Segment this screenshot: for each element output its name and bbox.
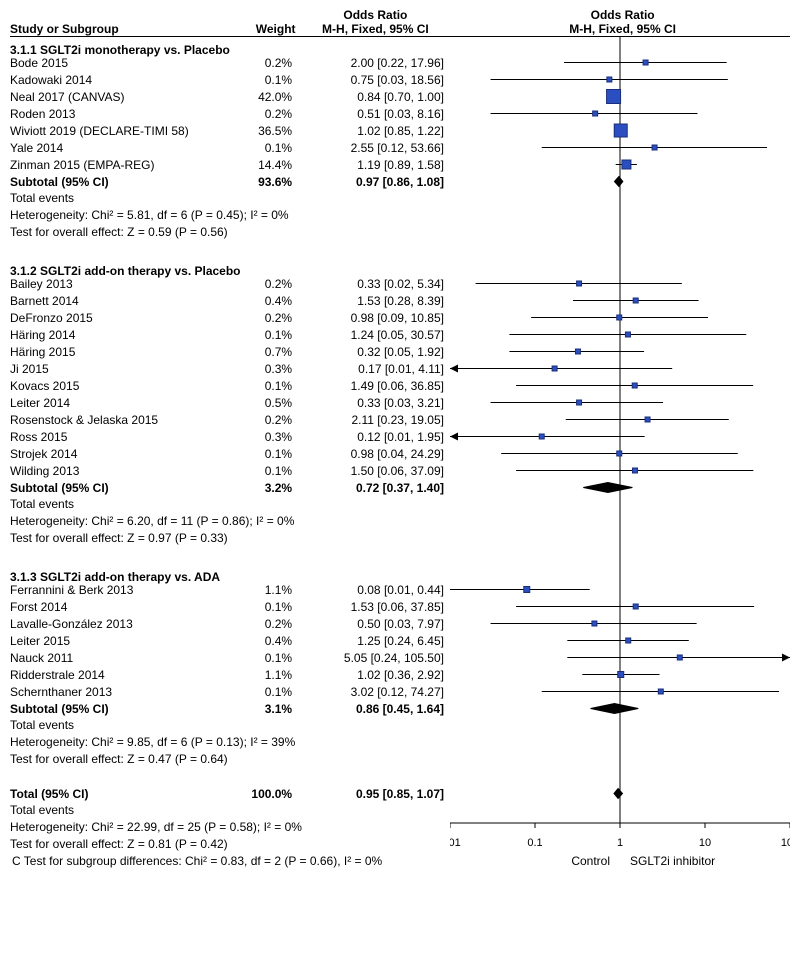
total-row: Total (95% CI) 100.0% 0.95 [0.85, 1.07]: [10, 785, 790, 802]
study-row: Wiviott 2019 (DECLARE-TIMI 58) 36.5% 1.0…: [10, 122, 790, 139]
footer-text-row: Total events: [10, 496, 790, 513]
subtotal-row: Subtotal (95% CI) 3.2% 0.72 [0.37, 1.40]: [10, 479, 790, 496]
study-row: Zinman 2015 (EMPA-REG) 14.4% 1.19 [0.89,…: [10, 156, 790, 173]
total-footer-row: Heterogeneity: Chi² = 22.99, df = 25 (P …: [10, 819, 790, 836]
study-row: Barnett 2014 0.4% 1.53 [0.28, 8.39]: [10, 292, 790, 309]
study-row: Häring 2015 0.7% 0.32 [0.05, 1.92]: [10, 343, 790, 360]
panel-letter: C: [12, 854, 21, 868]
study-row: Schernthaner 2013 0.1% 3.02 [0.12, 74.27…: [10, 683, 790, 700]
study-row: Wilding 2013 0.1% 1.50 [0.06, 37.09]: [10, 462, 790, 479]
footer-text-row: Test for overall effect: Z = 0.47 (P = 0…: [10, 751, 790, 768]
header-or-plot-bot: M-H, Fixed, 95% CI: [455, 22, 790, 36]
study-row: Rosenstock & Jelaska 2015 0.2% 2.11 [0.2…: [10, 411, 790, 428]
spacer-row: [10, 768, 790, 785]
svg-text:0.01: 0.01: [450, 837, 461, 849]
study-row: Lavalle-González 2013 0.2% 0.50 [0.03, 7…: [10, 615, 790, 632]
study-row: Leiter 2014 0.5% 0.33 [0.03, 3.21]: [10, 394, 790, 411]
total-footer-row: Total events: [10, 802, 790, 819]
footer-text-row: Test for overall effect: Z = 0.97 (P = 0…: [10, 530, 790, 547]
study-row: Ross 2015 0.3% 0.12 [0.01, 1.95]: [10, 428, 790, 445]
study-row: Neal 2017 (CANVAS) 42.0% 0.84 [0.70, 1.0…: [10, 88, 790, 105]
study-row: Häring 2014 0.1% 1.24 [0.05, 30.57]: [10, 326, 790, 343]
subgroup-title: 3.1.2 SGLT2i add-on therapy vs. Placebo: [10, 258, 790, 275]
header-or-plot-top: Odds Ratio: [455, 8, 790, 22]
total-footer-row: Test for overall effect: Z = 0.81 (P = 0…: [10, 836, 790, 853]
study-row: Roden 2013 0.2% 0.51 [0.03, 8.16]: [10, 105, 790, 122]
footer-text-row: Test for overall effect: Z = 0.59 (P = 0…: [10, 224, 790, 241]
header-top-row: Odds Ratio Odds Ratio: [10, 8, 790, 22]
subgroup-title: 3.1.1 SGLT2i monotherapy vs. Placebo: [10, 37, 790, 54]
study-row: Forst 2014 0.1% 1.53 [0.06, 37.85]: [10, 598, 790, 615]
study-row: Bailey 2013 0.2% 0.33 [0.02, 5.34]: [10, 275, 790, 292]
svg-text:0.1: 0.1: [527, 837, 542, 849]
svg-text:1: 1: [617, 837, 623, 849]
total-footer-row: C Test for subgroup differences: Chi² = …: [10, 853, 790, 870]
footer-text-row: Total events: [10, 717, 790, 734]
study-row: Ridderstrale 2014 1.1% 1.02 [0.36, 2.92]: [10, 666, 790, 683]
svg-text:10: 10: [699, 837, 711, 849]
subtotal-row: Subtotal (95% CI) 93.6% 0.97 [0.86, 1.08…: [10, 173, 790, 190]
svg-text:Control: Control: [571, 854, 610, 868]
subgroup-title: 3.1.3 SGLT2i add-on therapy vs. ADA: [10, 564, 790, 581]
subtotal-row: Subtotal (95% CI) 3.1% 0.86 [0.45, 1.64]: [10, 700, 790, 717]
study-row: Kovacs 2015 0.1% 1.49 [0.06, 36.85]: [10, 377, 790, 394]
footer-text-row: Heterogeneity: Chi² = 6.20, df = 11 (P =…: [10, 513, 790, 530]
svg-text:100: 100: [781, 837, 790, 849]
study-row: Strojek 2014 0.1% 0.98 [0.04, 24.29]: [10, 445, 790, 462]
study-row: Bode 2015 0.2% 2.00 [0.22, 17.96]: [10, 54, 790, 71]
forest-plot: Odds Ratio Odds Ratio Study or Subgroup …: [10, 8, 790, 870]
study-row: Kadowaki 2014 0.1% 0.75 [0.03, 18.56]: [10, 71, 790, 88]
study-row: Ji 2015 0.3% 0.17 [0.01, 4.11]: [10, 360, 790, 377]
footer-text-row: Total events: [10, 190, 790, 207]
footer-text-row: Heterogeneity: Chi² = 5.81, df = 6 (P = …: [10, 207, 790, 224]
study-row: Leiter 2015 0.4% 1.25 [0.24, 6.45]: [10, 632, 790, 649]
header-or-text-top: Odds Ratio: [302, 8, 456, 22]
study-row: Yale 2014 0.1% 2.55 [0.12, 53.66]: [10, 139, 790, 156]
study-row: DeFronzo 2015 0.2% 0.98 [0.09, 10.85]: [10, 309, 790, 326]
study-row: Ferrannini & Berk 2013 1.1% 0.08 [0.01, …: [10, 581, 790, 598]
svg-text:SGLT2i inhibitor: SGLT2i inhibitor: [630, 854, 715, 868]
study-row: Nauck 2011 0.1% 5.05 [0.24, 105.50]: [10, 649, 790, 666]
footer-text-row: Heterogeneity: Chi² = 9.85, df = 6 (P = …: [10, 734, 790, 751]
